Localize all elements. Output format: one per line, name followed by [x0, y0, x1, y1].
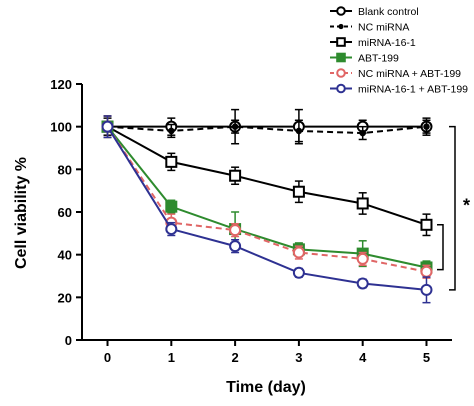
marker-point: [165, 200, 178, 213]
significance-star: *: [463, 196, 470, 216]
bracket-outer: [449, 125, 456, 291]
series-0: [101, 108, 433, 145]
x-tick-label: 5: [423, 350, 430, 365]
marker-legend: [338, 23, 344, 30]
axes: 0 20 40 60 80 100 120 0 1 2 3 4 5: [50, 77, 452, 365]
x-tick-label: 2: [231, 350, 238, 365]
legend-item: NC miRNA: [330, 22, 409, 34]
series-line: [107, 125, 427, 226]
series-line: [106, 126, 427, 291]
y-tick-label: 120: [50, 77, 72, 92]
marker-point: [165, 155, 178, 168]
marker-point: [423, 123, 430, 130]
y-tick-label: 60: [58, 205, 72, 220]
x-axis-label: Time (day): [226, 379, 306, 396]
legend: Blank control NC miRNA miRNA-16-1 ABT-199 NC…: [330, 6, 468, 96]
marker-legend: [336, 37, 346, 47]
marker-point: [356, 277, 369, 290]
marker-point: [292, 266, 305, 279]
marker-point: [292, 246, 305, 259]
marker-point: [101, 120, 114, 133]
legend-label: Blank control: [358, 6, 419, 18]
marker-point: [356, 252, 369, 265]
y-axis-label: Cell viability %: [13, 157, 30, 269]
marker-point: [356, 197, 369, 210]
marker-point: [420, 265, 433, 278]
series-5: [101, 115, 433, 304]
y-tick-label: 40: [58, 248, 72, 263]
legend-item: miRNA-16-1: [330, 37, 416, 49]
marker-point: [420, 218, 433, 231]
legend-label: miRNA-16-1: [358, 37, 416, 49]
series-layer: [101, 108, 433, 304]
marker-point: [292, 185, 305, 198]
legend-label: NC miRNA + ABT-199: [358, 68, 461, 80]
marker-point: [229, 240, 242, 253]
x-tick-label: 3: [295, 350, 302, 365]
marker-legend: [336, 52, 346, 63]
marker-legend: [336, 83, 346, 94]
significance-annotation: *: [437, 125, 470, 291]
legend-item: Blank control: [330, 6, 419, 18]
x-tick-label: 1: [168, 350, 175, 365]
legend-item: NC miRNA + ABT-199: [330, 68, 461, 80]
legend-item: ABT-199: [330, 53, 399, 65]
x-tick-label: 4: [359, 350, 367, 365]
series-1: [103, 115, 431, 143]
marker-point: [231, 123, 239, 130]
legend-item: miRNA-16-1 + ABT-199: [330, 84, 468, 96]
marker-legend: [336, 68, 346, 78]
y-tick-label: 20: [58, 290, 72, 305]
y-tick-label: 0: [65, 333, 72, 348]
bracket-inner: [437, 224, 444, 271]
series-line: [106, 126, 427, 269]
marker-point: [229, 224, 242, 237]
marker-point: [420, 283, 433, 296]
series-line: [106, 126, 427, 273]
y-tick-label: 80: [58, 162, 72, 177]
marker-point: [295, 127, 303, 135]
x-tick-label: 0: [104, 350, 111, 365]
y-tick-label: 100: [50, 120, 72, 135]
marker-legend: [336, 6, 346, 16]
marker-point: [165, 223, 178, 236]
legend-label: NC miRNA: [358, 22, 409, 34]
marker-point: [168, 127, 175, 135]
series-2: [101, 115, 433, 237]
series-line: [107, 125, 427, 135]
legend-label: miRNA-16-1 + ABT-199: [358, 84, 468, 96]
marker-point: [229, 169, 242, 182]
marker-point: [359, 129, 366, 137]
legend-label: ABT-199: [358, 53, 399, 65]
